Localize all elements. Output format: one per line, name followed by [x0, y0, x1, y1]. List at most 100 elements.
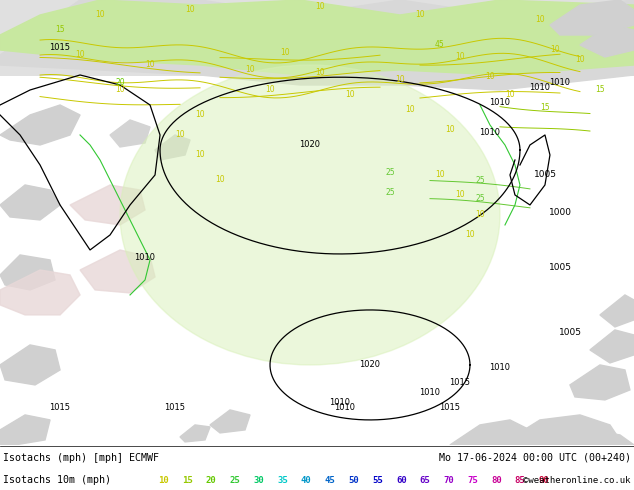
- Text: 10: 10: [315, 2, 325, 11]
- Text: 15: 15: [595, 85, 605, 95]
- Polygon shape: [155, 135, 190, 160]
- Text: ©weatheronline.co.uk: ©weatheronline.co.uk: [523, 476, 631, 485]
- Text: 25: 25: [385, 188, 395, 197]
- Text: 50: 50: [349, 476, 359, 485]
- Text: 1015: 1015: [49, 43, 70, 52]
- Text: 10: 10: [505, 91, 515, 99]
- Text: 10: 10: [265, 85, 275, 95]
- Text: 10: 10: [465, 230, 475, 240]
- Polygon shape: [210, 410, 250, 433]
- Text: 15: 15: [182, 476, 193, 485]
- Text: 1010: 1010: [550, 78, 571, 87]
- Text: 30: 30: [254, 476, 264, 485]
- Text: 1010: 1010: [489, 363, 510, 372]
- Text: 10: 10: [395, 75, 404, 84]
- Text: 1015: 1015: [165, 403, 186, 412]
- Text: 10: 10: [185, 5, 195, 15]
- Text: 1010: 1010: [335, 403, 356, 412]
- Polygon shape: [0, 0, 634, 90]
- Polygon shape: [0, 185, 60, 220]
- Text: 70: 70: [444, 476, 454, 485]
- Text: 35: 35: [277, 476, 288, 485]
- Text: 10: 10: [75, 50, 85, 59]
- Text: 20: 20: [206, 476, 216, 485]
- Text: 10: 10: [435, 171, 445, 179]
- Text: 85: 85: [515, 476, 526, 485]
- Polygon shape: [0, 270, 80, 315]
- Text: 1010: 1010: [134, 253, 155, 262]
- Text: 10: 10: [215, 175, 225, 184]
- Text: 1010: 1010: [529, 83, 550, 92]
- Text: 10: 10: [115, 85, 125, 95]
- Text: 1020: 1020: [299, 141, 321, 149]
- Text: 10: 10: [158, 476, 169, 485]
- Polygon shape: [0, 345, 60, 385]
- Text: 40: 40: [301, 476, 311, 485]
- Text: 10: 10: [345, 91, 355, 99]
- Text: 1015: 1015: [450, 378, 470, 387]
- Text: 15: 15: [540, 103, 550, 112]
- Polygon shape: [0, 105, 80, 145]
- Text: Isotachs 10m (mph): Isotachs 10m (mph): [3, 475, 111, 485]
- Text: 45: 45: [435, 41, 445, 49]
- Text: 10: 10: [415, 10, 425, 20]
- Text: 1000: 1000: [548, 208, 571, 217]
- Polygon shape: [450, 420, 530, 445]
- Polygon shape: [560, 430, 634, 445]
- Text: 10: 10: [280, 49, 290, 57]
- Polygon shape: [0, 255, 55, 290]
- Text: 10: 10: [475, 211, 485, 220]
- Text: 10: 10: [455, 191, 465, 199]
- Text: 25: 25: [475, 176, 485, 185]
- Text: 25: 25: [475, 194, 485, 203]
- Text: 10: 10: [445, 125, 455, 134]
- Text: 1010: 1010: [489, 98, 510, 107]
- Polygon shape: [0, 415, 50, 445]
- Text: 10: 10: [485, 73, 495, 81]
- Text: 25: 25: [385, 168, 395, 177]
- Text: 10: 10: [535, 16, 545, 24]
- Text: 1005: 1005: [548, 263, 571, 272]
- Text: 1005: 1005: [533, 170, 557, 179]
- Text: 75: 75: [467, 476, 478, 485]
- Text: 65: 65: [420, 476, 430, 485]
- Polygon shape: [110, 120, 150, 147]
- Text: 60: 60: [396, 476, 406, 485]
- Text: 55: 55: [372, 476, 383, 485]
- Polygon shape: [180, 425, 210, 442]
- FancyBboxPatch shape: [0, 0, 634, 75]
- Text: 1015: 1015: [439, 403, 460, 412]
- Text: 10: 10: [575, 55, 585, 65]
- Text: 10: 10: [195, 150, 205, 159]
- Text: 10: 10: [195, 110, 205, 120]
- Text: 10: 10: [455, 52, 465, 61]
- Text: 80: 80: [491, 476, 501, 485]
- Ellipse shape: [120, 65, 500, 365]
- Polygon shape: [80, 250, 155, 293]
- Text: 1010: 1010: [420, 388, 441, 397]
- Text: 15: 15: [55, 25, 65, 34]
- Text: 10: 10: [405, 105, 415, 115]
- Text: 1010: 1010: [479, 128, 500, 137]
- Text: 10: 10: [550, 46, 560, 54]
- Text: 1020: 1020: [359, 361, 380, 369]
- Polygon shape: [600, 295, 634, 327]
- Text: 25: 25: [230, 476, 240, 485]
- Polygon shape: [580, 25, 634, 57]
- Polygon shape: [570, 365, 630, 400]
- Text: 90: 90: [539, 476, 549, 485]
- Text: Isotachs (mph) [mph] ECMWF: Isotachs (mph) [mph] ECMWF: [3, 453, 159, 463]
- Text: 10: 10: [245, 66, 255, 74]
- Polygon shape: [500, 415, 620, 445]
- Polygon shape: [0, 0, 634, 75]
- Text: 45: 45: [325, 476, 335, 485]
- Text: Mo 17-06-2024 00:00 UTC (00+240): Mo 17-06-2024 00:00 UTC (00+240): [439, 453, 631, 463]
- Polygon shape: [70, 185, 145, 225]
- Text: 1010: 1010: [330, 398, 351, 407]
- Text: 10: 10: [315, 69, 325, 77]
- Polygon shape: [550, 0, 634, 35]
- Polygon shape: [590, 330, 634, 363]
- Text: 1015: 1015: [49, 403, 70, 412]
- Text: 20: 20: [115, 78, 125, 87]
- Text: 1005: 1005: [559, 328, 581, 337]
